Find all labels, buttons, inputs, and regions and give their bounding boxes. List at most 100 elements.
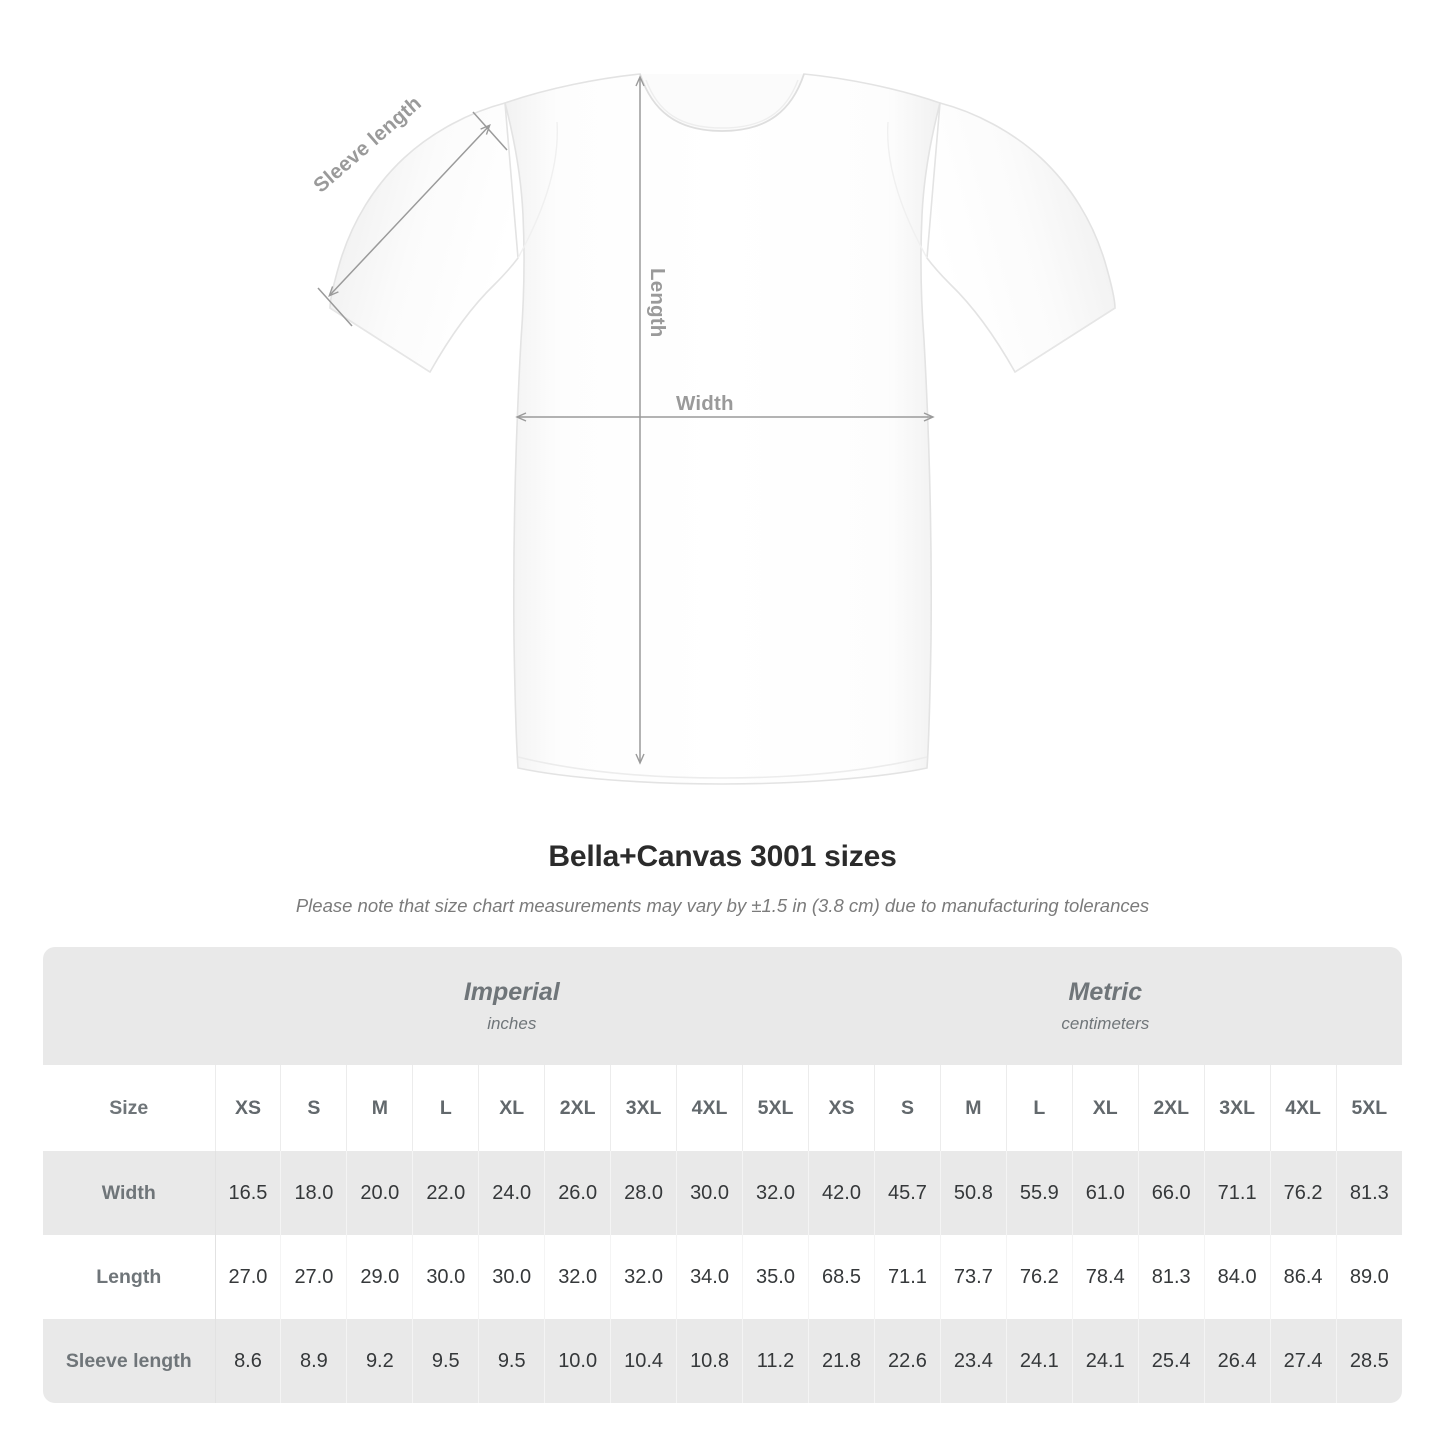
table-cell: 32.0 (610, 1235, 677, 1319)
size-header-cell-m: M (346, 1065, 413, 1151)
size-header-cell-4xl: 4XL (1269, 1065, 1337, 1151)
size-header-row: Size XS S M L XL 2XL 3XL 4XL 5XL XS S M L XL 2XL 3XL 4XL 5… (43, 1065, 1402, 1151)
table-cell: 61.0 (1071, 1151, 1139, 1235)
table-cell: 9.5 (412, 1319, 479, 1403)
table-cell: 10.0 (544, 1319, 611, 1403)
table-cell: 26.0 (544, 1151, 611, 1235)
table-cell: 71.1 (873, 1235, 941, 1319)
table-cell: 71.1 (1203, 1151, 1271, 1235)
table-cell: 81.3 (1335, 1151, 1402, 1235)
table-cell: 55.9 (1005, 1151, 1073, 1235)
size-header-cell-m: M (939, 1065, 1007, 1151)
table-cell: 24.1 (1005, 1319, 1073, 1403)
tolerance-note: Please note that size chart measurements… (295, 895, 1150, 916)
size-header-cell-2xl: 2XL (1137, 1065, 1205, 1151)
table-cell: 89.0 (1335, 1235, 1402, 1319)
table-cell: 11.2 (741, 1319, 809, 1403)
table-cell: 30.0 (478, 1235, 545, 1319)
table-cell: 9.2 (346, 1319, 413, 1403)
table-cell: 29.0 (346, 1235, 413, 1319)
table-cell: 24.0 (478, 1151, 545, 1235)
size-header-cell-l: L (412, 1065, 479, 1151)
row-label-width: Width (43, 1151, 215, 1235)
length-label: Length (646, 268, 669, 338)
width-label: Width (676, 392, 734, 415)
table-cell: 8.9 (280, 1319, 347, 1403)
unit-group-imperial: Imperial inches (215, 947, 809, 1065)
table-cell: 32.0 (741, 1151, 809, 1235)
table-cell: 50.8 (939, 1151, 1007, 1235)
table-cell: 78.4 (1071, 1235, 1139, 1319)
table-cell: 45.7 (873, 1151, 941, 1235)
table-cell: 24.1 (1071, 1319, 1139, 1403)
table-cell: 16.5 (214, 1151, 281, 1235)
size-chart-table: Imperial inches Metric centimeters Size XS S M L… (43, 947, 1402, 1403)
sleeve-cap-lower (317, 287, 353, 327)
size-header-cell-xs: XS (808, 1065, 875, 1151)
size-header-cell-5xl: 5XL (1335, 1065, 1402, 1151)
size-header-label: Size (43, 1065, 215, 1151)
sleeve-length-arrow (328, 124, 491, 297)
size-header-cell-3xl: 3XL (1203, 1065, 1271, 1151)
unit-header-row: Imperial inches Metric centimeters (43, 947, 1402, 1065)
unit-group-subtitle: inches (487, 1013, 537, 1033)
table-cell: 86.4 (1269, 1235, 1337, 1319)
title-block: Bella+Canvas 3001 sizes Please note that… (0, 840, 1445, 917)
table-cell: 22.6 (873, 1319, 941, 1403)
tshirt-diagram: Sleeve length Length Width (309, 73, 1116, 785)
table-cell: 22.0 (412, 1151, 479, 1235)
unit-group-metric: Metric centimeters (808, 947, 1402, 1065)
table-cell: 26.4 (1203, 1319, 1271, 1403)
table-cell: 9.5 (478, 1319, 545, 1403)
size-header-cell-xl: XL (1071, 1065, 1139, 1151)
row-label-sleeve-length: Sleeve length (43, 1319, 215, 1403)
table-row: Sleeve length 8.6 8.9 9.2 9.5 9.5 10.0 10.4 10.8… (43, 1319, 1402, 1403)
size-header-cell-4xl: 4XL (676, 1065, 743, 1151)
unit-header-spacer (43, 947, 215, 1065)
size-header-cell-l: L (1005, 1065, 1073, 1151)
table-cell: 34.0 (676, 1235, 743, 1319)
table-cell: 76.2 (1005, 1235, 1073, 1319)
table-cell: 30.0 (412, 1235, 479, 1319)
table-cell: 21.8 (808, 1319, 875, 1403)
table-cell: 10.4 (610, 1319, 677, 1403)
table-cell: 32.0 (544, 1235, 611, 1319)
table-cell: 76.2 (1269, 1151, 1337, 1235)
size-chart-table-wrapper: Imperial inches Metric centimeters Size XS S M L… (43, 947, 1402, 1403)
table-cell: 66.0 (1137, 1151, 1205, 1235)
table-cell: 23.4 (939, 1319, 1007, 1403)
table-cell: 10.8 (676, 1319, 743, 1403)
unit-group-name: Metric (1068, 978, 1143, 1007)
size-header-cell-s: S (280, 1065, 347, 1151)
table-cell: 81.3 (1137, 1235, 1205, 1319)
table-cell: 27.4 (1269, 1319, 1337, 1403)
row-label-length: Length (43, 1235, 215, 1319)
shirt-shape (329, 73, 1116, 785)
table-row: Width 16.5 18.0 20.0 22.0 24.0 26.0 28.0 30.0 32.… (43, 1151, 1402, 1235)
page-title: Bella+Canvas 3001 sizes (548, 840, 897, 873)
table-cell: 73.7 (939, 1235, 1007, 1319)
table-cell: 68.5 (808, 1235, 875, 1319)
unit-group-name: Imperial (463, 978, 560, 1007)
table-cell: 20.0 (346, 1151, 413, 1235)
table-cell: 35.0 (741, 1235, 809, 1319)
table-cell: 27.0 (214, 1235, 281, 1319)
size-header-cell-5xl: 5XL (741, 1065, 809, 1151)
tshirt-illustration (317, 73, 1116, 785)
size-header-cell-xl: XL (478, 1065, 545, 1151)
table-cell: 30.0 (676, 1151, 743, 1235)
table-cell: 28.5 (1335, 1319, 1402, 1403)
table-cell: 42.0 (808, 1151, 875, 1235)
table-cell: 28.0 (610, 1151, 677, 1235)
table-cell: 25.4 (1137, 1319, 1205, 1403)
unit-group-subtitle: centimeters (1061, 1013, 1150, 1033)
table-cell: 27.0 (280, 1235, 347, 1319)
size-header-cell-xs: XS (214, 1065, 281, 1151)
table-cell: 84.0 (1203, 1235, 1271, 1319)
table-row: Length 27.0 27.0 29.0 30.0 30.0 32.0 32.0 34.0 35… (43, 1235, 1402, 1319)
table-cell: 18.0 (280, 1151, 347, 1235)
size-header-cell-2xl: 2XL (544, 1065, 611, 1151)
table-cell: 8.6 (214, 1319, 281, 1403)
size-header-cell-s: S (873, 1065, 941, 1151)
dimension-arrows (317, 75, 935, 765)
